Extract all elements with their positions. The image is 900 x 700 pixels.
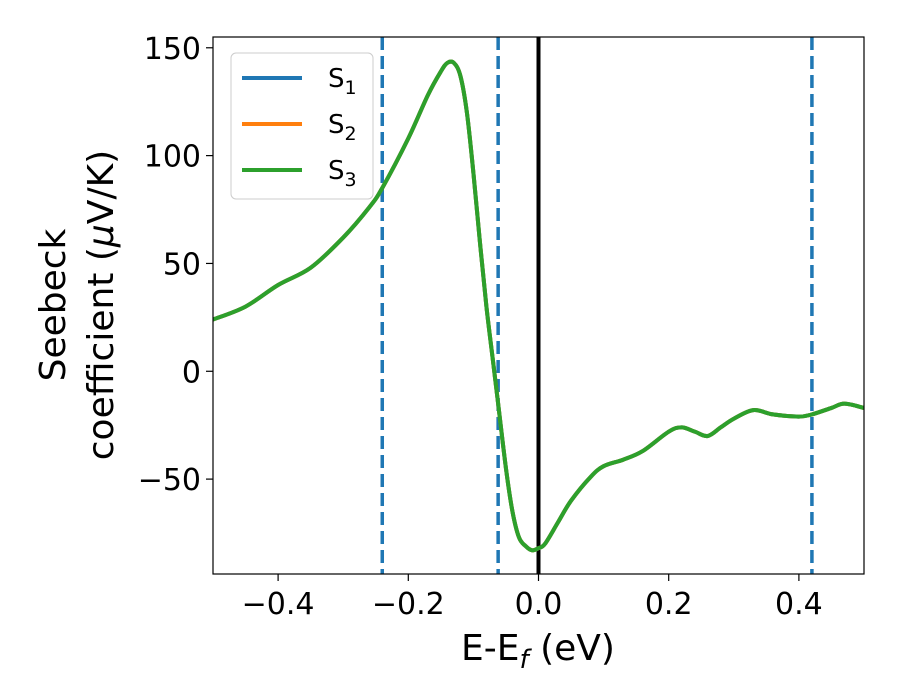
reference-lines [380,37,814,574]
x-tick-label: 0.0 [515,587,563,622]
y-axis-ticks: −50 0 50 100 150 [138,32,213,498]
x-tick-label: 0.4 [775,587,823,622]
legend-label-S2: S2 [328,110,357,145]
y-tick-label: 150 [144,32,201,67]
series-lines [213,59,864,553]
x-tick-label: 0.2 [645,587,693,622]
y-axis-label-line2: coefficient (μV/K) [81,150,122,460]
x-tick-label: −0.4 [242,587,315,622]
y-tick-label: 0 [182,355,201,390]
y-tick-label: 100 [144,140,201,175]
x-axis-label: E-Ef (eV) [461,628,615,675]
y-axis-label-line1: Seebeck [33,228,74,381]
legend: S1 S2 S3 [230,52,374,200]
legend-label-S3: S3 [328,156,357,191]
series-line-S3 [213,59,864,553]
y-tick-label: 50 [163,247,201,282]
x-axis-ticks: −0.4 −0.2 0.0 0.2 0.4 [242,574,823,622]
y-tick-label: −50 [138,463,201,498]
y-axis-label: Seebeck coefficient (μV/K) [33,150,122,460]
legend-label-S1: S1 [328,64,357,99]
x-tick-label: −0.2 [372,587,445,622]
